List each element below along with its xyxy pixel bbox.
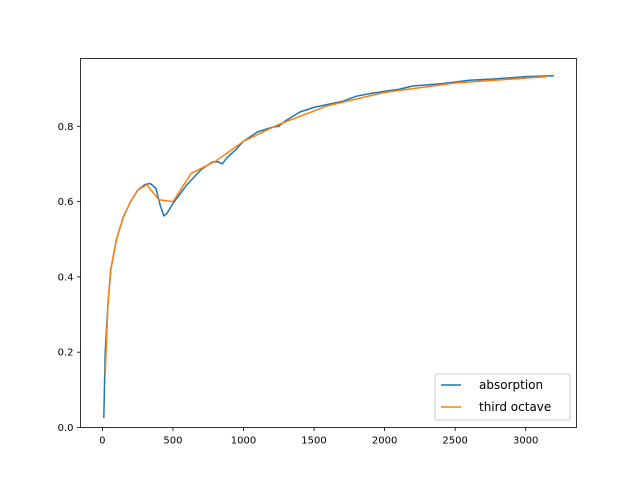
- legend-label-absorption: absorption: [479, 378, 543, 392]
- x-tick-label: 2000: [372, 436, 397, 447]
- series-lines: [103, 75, 554, 419]
- x-tick-label: 3000: [513, 436, 538, 447]
- y-tick-label: 0.2: [58, 348, 74, 359]
- axes-frame: [80, 58, 577, 428]
- x-tick-label: 2500: [442, 436, 467, 447]
- legend-label-third-octave: third octave: [479, 400, 551, 414]
- x-tick-label: 1500: [301, 436, 326, 447]
- x-tick-label: 500: [163, 436, 182, 447]
- legend-box: [434, 373, 571, 421]
- y-axis: 0.0 0.2 0.4 0.6 0.8: [58, 122, 81, 434]
- x-tick-label: 0: [99, 436, 105, 447]
- x-axis: 0 500 1000 1500 2000 2500 3000: [99, 427, 538, 447]
- series-line-absorption: [103, 75, 554, 419]
- y-tick-label: 0.4: [58, 272, 74, 283]
- y-tick-label: 0.8: [58, 122, 74, 133]
- y-tick-label: 0.6: [58, 197, 74, 208]
- series-line-third-octave: [104, 75, 547, 375]
- legend: absorption third octave: [434, 373, 571, 421]
- y-tick-label: 0.0: [58, 423, 74, 434]
- x-tick-label: 1000: [231, 436, 256, 447]
